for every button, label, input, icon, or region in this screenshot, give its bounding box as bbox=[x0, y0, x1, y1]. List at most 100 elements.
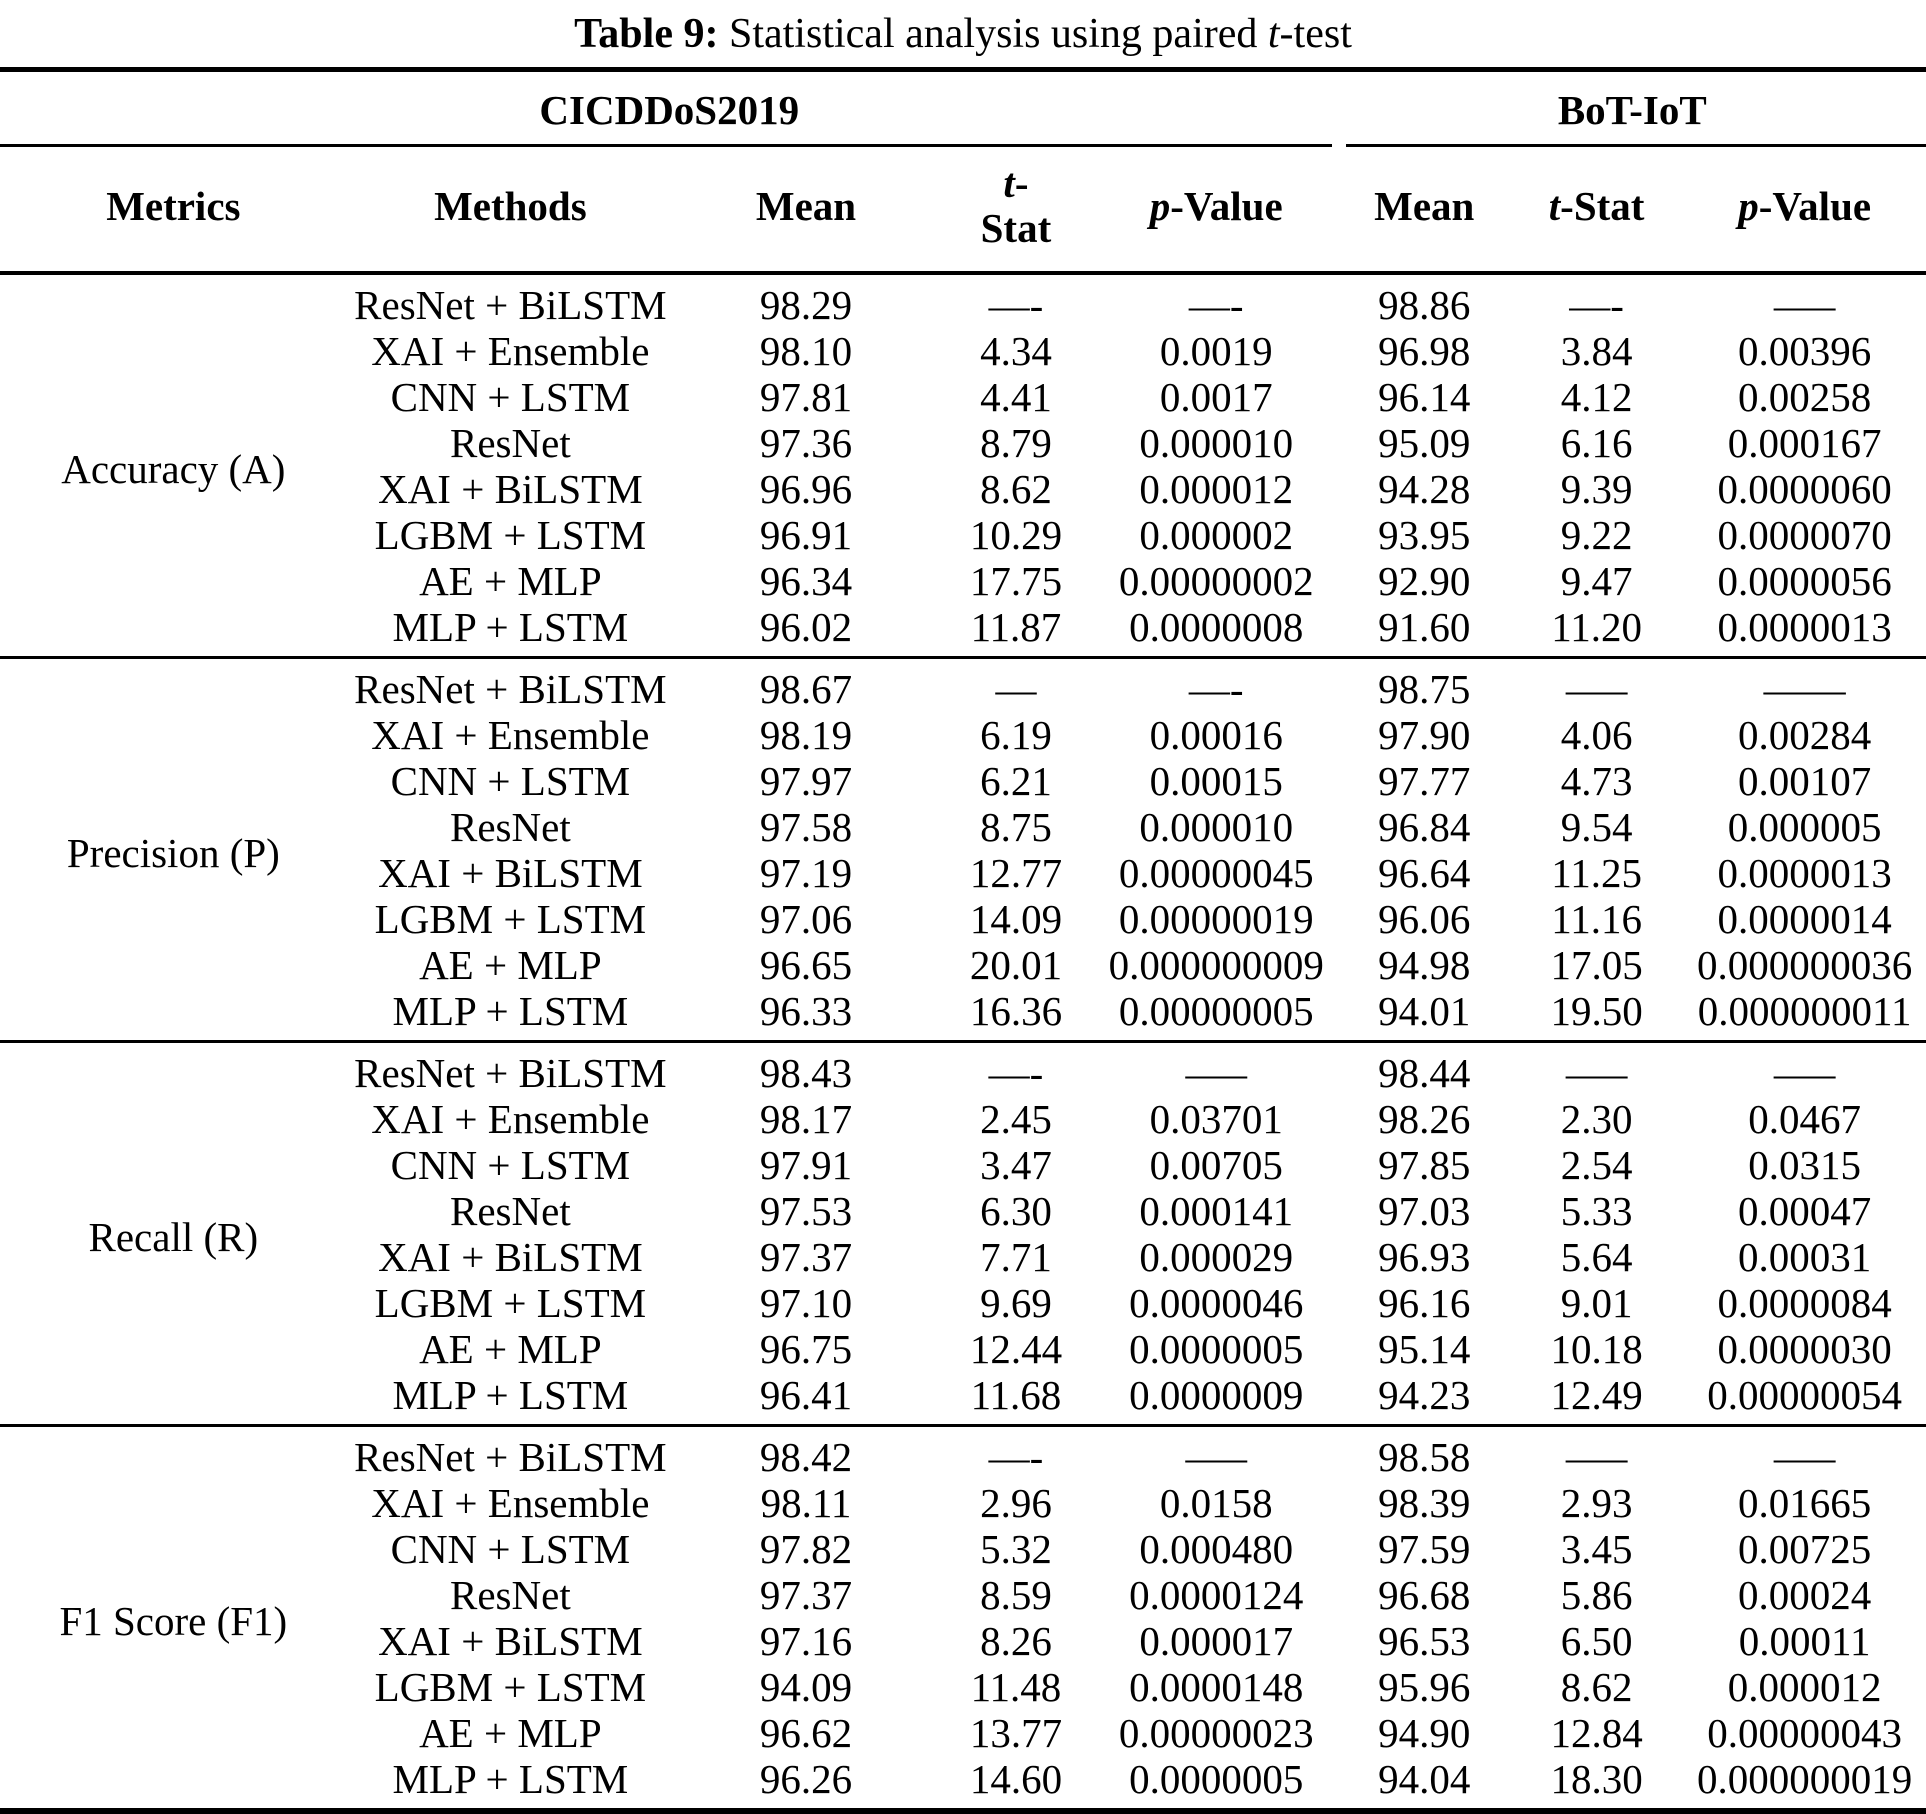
tstat-cic-cell: 8.79 bbox=[980, 420, 1052, 467]
pvalue-cic-cell: 0.0019 bbox=[1159, 328, 1273, 375]
pvalue-cic-cell: 0.00000005 bbox=[1118, 988, 1314, 1035]
tstat-cic-cell: 6.30 bbox=[980, 1188, 1052, 1235]
mean-bot-cell: 98.75 bbox=[1338, 656, 1510, 712]
mean-cic-cell: 96.91 bbox=[759, 512, 853, 559]
col-header-mean-cic: Mean bbox=[674, 147, 938, 276]
tstat-cic-cell: 12.77 bbox=[969, 850, 1063, 897]
tstat-bot-cell: 17.05 bbox=[1550, 942, 1643, 989]
tstat-cic-cell: 5.32 bbox=[980, 1526, 1052, 1573]
tstat-cic-cell: 17.75 bbox=[969, 558, 1063, 605]
caption-text: Statistical analysis using paired bbox=[718, 11, 1268, 57]
mean-bot-cell: 98.26 bbox=[1378, 1096, 1471, 1143]
group-label-cic: CICDDoS2019 bbox=[539, 87, 800, 133]
col-header-pvalue-bot: p-Value bbox=[1683, 147, 1926, 276]
mean-bot-cell: 96.06 bbox=[1378, 896, 1471, 943]
pvalue-cic-cell: 0.0000009 bbox=[1129, 1372, 1304, 1419]
mean-bot-cell: 94.98 bbox=[1378, 942, 1471, 989]
metric-section: Accuracy (A) ResNet + BiLSTM 98.29 —- —- 98.8… bbox=[0, 275, 1926, 656]
pvalue-cic-cell: 0.000480 bbox=[1139, 1526, 1294, 1573]
tstat-cic-cell: 2.45 bbox=[980, 1096, 1052, 1143]
tstat-cic-cell: 4.34 bbox=[980, 328, 1052, 375]
mean-bot-cell: 95.14 bbox=[1378, 1326, 1471, 1373]
pvalue-cic-cell: 0.03701 bbox=[1149, 1096, 1283, 1143]
pvalue-cic-cell: 0.0000124 bbox=[1129, 1572, 1304, 1619]
metric-section: Recall (R) ResNet + BiLSTM 98.43 —- —– 98.44—… bbox=[0, 1040, 1926, 1424]
pvalue-bot-cell: 0.000012 bbox=[1727, 1664, 1882, 1711]
pvalue-bot-cell: 0.00258 bbox=[1738, 374, 1872, 421]
col-header-methods: Methods bbox=[346, 147, 675, 276]
tstat-cic-cell: 11.87 bbox=[970, 604, 1062, 651]
method-cell: AE + MLP bbox=[419, 1710, 602, 1757]
tstat-cic-cell: 13.77 bbox=[969, 1710, 1063, 1757]
mean-bot-cell: 96.64 bbox=[1378, 850, 1471, 897]
mean-cic-cell: 98.43 bbox=[674, 1040, 938, 1096]
pvalue-bot-cell: 0.0000060 bbox=[1717, 466, 1892, 513]
pvalue-cic-cell: 0.0017 bbox=[1159, 374, 1273, 421]
table-row: MLP + LSTM 96.41 11.68 0.0000009 94.23 12.49 0… bbox=[0, 1372, 1926, 1424]
pvalue-bot-cell: 0.000000011 bbox=[1697, 988, 1912, 1035]
table-row: AE + MLP 96.34 17.75 0.00000002 92.90 9.47 0.0… bbox=[0, 558, 1926, 604]
table-row: LGBM + LSTM 96.91 10.29 0.000002 93.95 9.22 0.… bbox=[0, 512, 1926, 558]
table-row: ResNet 97.36 8.79 0.000010 95.09 6.16 0.000167 bbox=[0, 420, 1926, 466]
column-header-row: Metrics Methods Mean t- Stat p-Value Mean… bbox=[0, 147, 1926, 276]
method-cell: MLP + LSTM bbox=[392, 1372, 629, 1419]
mean-cic-cell: 96.96 bbox=[759, 466, 853, 513]
tstat-bot-cell: 2.93 bbox=[1560, 1480, 1633, 1527]
pvalue-bot-cell: 0.00011 bbox=[1738, 1618, 1871, 1665]
tstat-bot-cell: —– bbox=[1509, 1040, 1684, 1096]
tstat-bot-cell: 6.50 bbox=[1560, 1618, 1633, 1665]
table-row: CNN + LSTM 97.97 6.21 0.00015 97.77 4.73 0.001… bbox=[0, 758, 1926, 804]
pvalue-bot-cell: —— bbox=[1683, 656, 1926, 712]
table-row: CNN + LSTM 97.81 4.41 0.0017 96.14 4.12 0.0025… bbox=[0, 374, 1926, 420]
mean-bot-cell: 98.44 bbox=[1338, 1040, 1510, 1096]
metric-cell: F1 Score (F1) bbox=[0, 1424, 347, 1808]
tstat-bot-cell: 12.49 bbox=[1550, 1372, 1643, 1419]
tstat-bot-cell: —– bbox=[1509, 656, 1684, 712]
tstat-cic-cell: —- bbox=[988, 282, 1044, 329]
table-row: LGBM + LSTM 97.10 9.69 0.0000046 96.16 9.01 0.… bbox=[0, 1280, 1926, 1326]
table-caption: Table 9: Statistical analysis using pair… bbox=[0, 0, 1926, 62]
tstat-cic-cell: 3.47 bbox=[980, 1142, 1052, 1189]
tstat-bot-cell: 3.84 bbox=[1560, 328, 1633, 375]
pvalue-cic-cell: 0.00000045 bbox=[1118, 850, 1314, 897]
pvalue-bot-cell: 0.0000056 bbox=[1717, 558, 1892, 605]
method-cell: ResNet + BiLSTM bbox=[346, 656, 675, 712]
pvalue-cic-cell: 0.000002 bbox=[1139, 512, 1294, 559]
col-header-tstat-bot: t-Stat bbox=[1509, 147, 1684, 276]
mean-bot-cell: 97.90 bbox=[1378, 712, 1471, 759]
tstat-bot-cell: 18.30 bbox=[1550, 1756, 1643, 1803]
pvalue-cic-cell: 0.0158 bbox=[1159, 1480, 1273, 1527]
tstat-cic-cell: 14.09 bbox=[969, 896, 1063, 943]
table-header: CICDDoS2019 BoT-IoT Metrics Methods Mean… bbox=[0, 72, 1926, 276]
table-row: F1 Score (F1) ResNet + BiLSTM 98.42 —- —– 98.… bbox=[0, 1424, 1926, 1644]
tstat-cic-cell: 8.75 bbox=[980, 804, 1052, 851]
mean-cic-cell: 97.19 bbox=[759, 850, 853, 897]
method-cell: LGBM + LSTM bbox=[374, 512, 647, 559]
table-row: AE + MLP 96.65 20.01 0.000000009 94.98 17.05 0… bbox=[0, 942, 1926, 988]
pvalue-bot-cell: 0.0000084 bbox=[1717, 1280, 1892, 1327]
pvalue-bot-cell: 0.0000013 bbox=[1717, 604, 1892, 651]
tstat-cic-cell: — bbox=[937, 656, 1094, 712]
pvalue-bot-cell: 0.0000013 bbox=[1717, 850, 1892, 897]
pvalue-bot-cell: 0.000167 bbox=[1727, 420, 1882, 467]
tstat-cic-cell: 7.71 bbox=[980, 1234, 1052, 1281]
method-cell: XAI + BiLSTM bbox=[378, 1234, 643, 1281]
mean-cic-cell: 98.10 bbox=[759, 328, 853, 375]
table-row: ResNet 97.53 6.30 0.000141 97.03 5.33 0.00047 bbox=[0, 1188, 1926, 1234]
tstat-cic-cell: 8.26 bbox=[980, 1618, 1052, 1665]
pvalue-cic-cell: 0.000010 bbox=[1139, 420, 1294, 467]
mean-cic-cell: 97.81 bbox=[759, 374, 853, 421]
mean-cic-cell: 98.19 bbox=[759, 712, 853, 759]
mean-bot-cell: 92.90 bbox=[1378, 558, 1471, 605]
pvalue-cic-cell: —– bbox=[1093, 1424, 1339, 1480]
tstat-cic-cell: 6.19 bbox=[980, 712, 1052, 759]
pvalue-cic-cell: 0.0000148 bbox=[1129, 1664, 1304, 1711]
mean-bot-cell: 95.96 bbox=[1378, 1664, 1471, 1711]
mean-cic-cell: 97.37 bbox=[759, 1234, 853, 1281]
table-row: Accuracy (A) ResNet + BiLSTM 98.29 —- —- 98.8… bbox=[0, 275, 1926, 492]
pvalue-cic-cell: 0.00016 bbox=[1149, 712, 1283, 759]
tstat-bot-cell: 5.33 bbox=[1560, 1188, 1633, 1235]
pvalue-cic-cell: —- bbox=[1188, 282, 1244, 329]
mean-cic-cell: 98.17 bbox=[759, 1096, 853, 1143]
pvalue-bot-cell: 0.00396 bbox=[1738, 328, 1872, 375]
